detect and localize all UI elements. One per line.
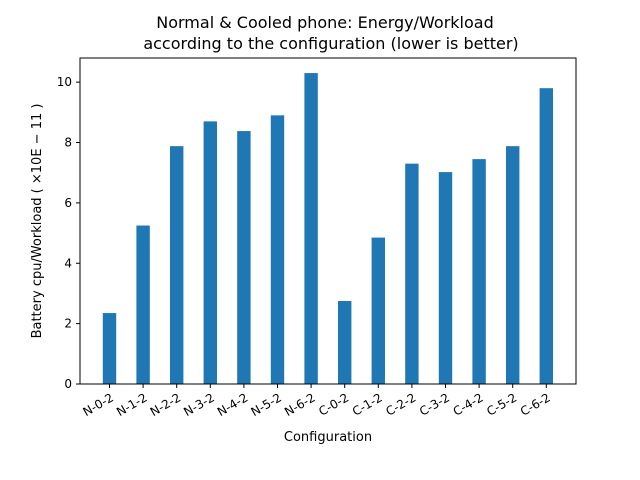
y-axis: 0 2 4 6 8 10 [57,75,80,391]
bar-N-0-2 [102,313,117,384]
bar-N-3-2 [203,121,217,384]
x-tick-label: C-2-2 [383,390,418,418]
bars-layer [102,73,553,384]
x-tick-label: C-1-2 [350,390,385,418]
bar-N-2-2 [170,146,184,384]
chart-title-line-2: according to the configuration (lower is… [143,34,518,53]
x-tick-label: N-1-2 [114,390,149,419]
y-tick-label: 2 [64,317,72,331]
x-axis-label: Configuration [284,430,372,445]
bar-C-3-2 [438,172,453,384]
y-tick-label: 8 [64,136,72,150]
x-tick-label: C-6-2 [518,390,553,418]
bar-N-1-2 [136,225,150,384]
bar-C-4-2 [472,159,486,384]
x-tick-label: N-2-2 [148,390,183,419]
y-tick-label: 0 [64,377,72,391]
bar-C-5-2 [506,146,520,384]
x-tick-label: C-0-2 [316,390,351,418]
bar-C-6-2 [539,88,553,384]
bar-C-2-2 [405,163,419,384]
y-tick-label: 10 [57,75,72,89]
x-tick-label: N-5-2 [249,390,284,419]
x-tick-label: C-4-2 [451,390,486,418]
bar-N-6-2 [304,73,318,384]
chart-title-line-1: Normal & Cooled phone: Energy/Workload [156,13,493,32]
x-tick-label: C-5-2 [484,390,519,418]
bar-C-0-2 [338,300,352,384]
x-axis: N-0-2N-1-2N-2-2N-3-2N-4-2N-5-2N-6-2C-0-2… [81,384,553,419]
bar-C-1-2 [371,237,385,384]
x-tick-label: N-4-2 [215,390,250,419]
plot-frame [79,57,577,385]
y-axis-label: Battery cpu/Workload ( ×10E − 11 ) [30,104,45,339]
y-tick-label: 4 [64,256,72,270]
x-tick-label: N-3-2 [181,390,216,419]
x-tick-label: N-6-2 [282,390,317,419]
bar-N-5-2 [270,115,285,384]
x-tick-label: C-3-2 [417,390,452,418]
x-tick-label: N-0-2 [81,390,116,419]
bar-N-4-2 [237,131,251,384]
y-tick-label: 6 [64,196,72,210]
